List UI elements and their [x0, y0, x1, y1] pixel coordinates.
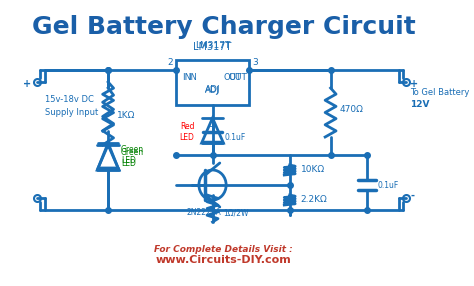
Text: 2: 2	[167, 58, 173, 67]
Text: 0.1uF: 0.1uF	[224, 132, 246, 142]
Text: 15v-18v DC: 15v-18v DC	[45, 95, 93, 104]
Text: LM317T: LM317T	[193, 42, 232, 52]
Text: LM317T: LM317T	[195, 41, 230, 50]
Text: +: +	[208, 122, 216, 132]
Text: To Gel Battery: To Gel Battery	[410, 88, 470, 97]
Text: IN: IN	[182, 73, 192, 82]
Bar	[176, 60, 249, 105]
Text: 1KΩ: 1KΩ	[117, 110, 136, 120]
Text: 2.2KΩ: 2.2KΩ	[301, 196, 328, 204]
Text: 3: 3	[253, 58, 258, 67]
Text: 0.1uF: 0.1uF	[378, 180, 399, 190]
Text: +: +	[23, 79, 31, 89]
Text: Red
LED: Red LED	[180, 122, 194, 142]
Text: +: +	[410, 79, 419, 89]
Text: Supply Input: Supply Input	[45, 108, 98, 117]
Text: IN: IN	[188, 73, 197, 82]
Text: -: -	[410, 191, 414, 201]
Text: Gel Battery Charger Circuit: Gel Battery Charger Circuit	[32, 15, 415, 39]
Text: Green
LED: Green LED	[121, 148, 144, 168]
Text: 10KΩ: 10KΩ	[301, 166, 325, 174]
Text: Green
LED: Green LED	[121, 145, 144, 165]
Text: For Complete Details Visit :: For Complete Details Visit :	[154, 245, 293, 254]
Text: 2N2222A: 2N2222A	[186, 208, 221, 217]
Text: 1Ω/2W: 1Ω/2W	[223, 208, 249, 217]
Text: OUT: OUT	[224, 73, 241, 82]
Text: ADJ: ADJ	[205, 86, 220, 95]
Text: 12V: 12V	[410, 100, 430, 109]
Text: www.Circuits-DIY.com: www.Circuits-DIY.com	[155, 255, 292, 265]
Text: 470Ω: 470Ω	[340, 106, 364, 114]
Text: OUT: OUT	[228, 73, 247, 82]
Text: ADJ: ADJ	[205, 85, 220, 94]
